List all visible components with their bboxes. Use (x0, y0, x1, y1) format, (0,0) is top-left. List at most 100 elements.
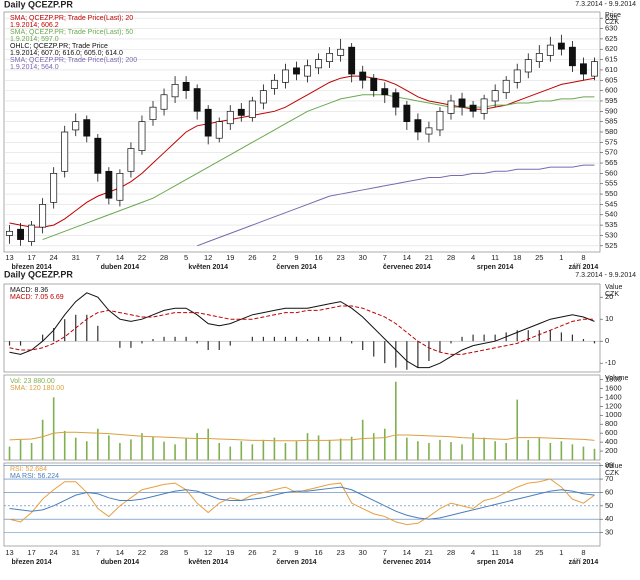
x-tick-label: 7 (96, 548, 100, 557)
y-tick-label: 1400 (605, 392, 622, 401)
candle-body (182, 81, 190, 91)
candle-body (591, 61, 598, 77)
x-tick-label: 13 (5, 253, 13, 262)
candle-body (160, 94, 168, 110)
volume-bar (52, 397, 55, 460)
y-tick-label: 620 (605, 44, 618, 53)
candle-body (491, 90, 499, 102)
candle-body (403, 104, 411, 123)
volume-bar (251, 444, 254, 460)
histogram-bar (351, 341, 353, 344)
histogram-bar (86, 314, 88, 342)
volume-bar (317, 435, 320, 460)
volume-bar (218, 443, 221, 460)
volume-bar (8, 446, 11, 460)
x-tick-label: 28 (447, 548, 455, 557)
histogram-bar (395, 341, 397, 368)
panel-frame (3, 462, 601, 547)
legend-entry: 1.9.2014; 564.0 (10, 64, 59, 71)
candle-body (535, 53, 543, 63)
x-tick-label: 8 (581, 253, 585, 262)
volume-bar (207, 428, 209, 460)
candle-body (392, 92, 400, 108)
x-tick-label: 9 (294, 548, 298, 557)
legend-entry: 1.9.2014; 607.0; 616.0; 605.0; 614.0 (10, 50, 123, 57)
histogram-bar (428, 341, 430, 361)
y-axis-unit: CZK (605, 19, 619, 26)
month-label: červen 2014 (276, 264, 316, 271)
histogram-bar (262, 336, 264, 342)
volume-bar (85, 441, 88, 460)
volume-bar (74, 437, 77, 460)
volume-bar (19, 439, 22, 460)
y-tick-label: 535 (605, 220, 618, 229)
y-tick-label: 525 (605, 241, 618, 250)
volume-bar (119, 443, 121, 460)
histogram-bar (472, 334, 474, 342)
histogram-bar (340, 336, 342, 342)
legend-entry: SMA; QCEZP.PR; Trade Price(Last); 50 (10, 29, 133, 36)
histogram-bar (229, 341, 231, 346)
volume-bar (174, 444, 176, 460)
histogram-bar (141, 341, 143, 344)
volume-bar (141, 433, 143, 460)
histogram-bar (461, 336, 463, 342)
legend-entry: MACD: 8.36 (10, 287, 48, 294)
candle-body (348, 46, 356, 75)
month-label: srpen 2014 (477, 559, 514, 566)
y-tick-label: 580 (605, 127, 618, 136)
y-tick-label: 0 (605, 336, 609, 345)
volume-bar (273, 437, 276, 460)
histogram-bar (362, 341, 364, 350)
y-tick-label: 10 (605, 314, 613, 323)
y-tick-label: 1800 (605, 374, 622, 383)
x-tick-label: 31 (72, 253, 80, 262)
histogram-bar (538, 330, 540, 342)
histogram-bar (185, 336, 187, 342)
y-tick-label: 555 (605, 179, 618, 188)
x-tick-label: 14 (116, 548, 124, 557)
histogram-bar (494, 334, 496, 342)
x-tick-label: 2 (272, 253, 276, 262)
candle-body (480, 98, 488, 114)
volume-bar (41, 419, 44, 460)
date-range: 7.3.2014 - 9.9.2014 (575, 1, 636, 8)
volume-bar (229, 446, 232, 460)
volume-bar (328, 439, 331, 460)
histogram-bar (328, 336, 331, 342)
x-tick-label: 22 (138, 253, 146, 262)
x-tick-label: 5 (184, 548, 188, 557)
y-tick-label: 540 (605, 210, 618, 219)
chart-title: Daily QCEZP.PR (4, 0, 73, 9)
month-label: duben 2014 (101, 264, 140, 271)
panel-frame (3, 374, 601, 461)
candle-body (546, 44, 554, 56)
volume-bar (108, 435, 110, 460)
volume-bar (339, 438, 342, 460)
x-tick-label: 28 (160, 253, 168, 262)
x-tick-label: 21 (425, 548, 433, 557)
histogram-bar (483, 334, 485, 342)
x-tick-label: 26 (248, 548, 256, 557)
volume-bar (163, 441, 165, 460)
candle-body (557, 42, 565, 50)
x-tick-label: 23 (336, 253, 344, 262)
volume-bar (494, 441, 496, 460)
y-tick-label: 570 (605, 148, 618, 157)
volume-bar (383, 428, 386, 460)
y-axis-unit: CZK (605, 291, 619, 298)
candle-body (502, 79, 510, 94)
y-tick-label: 400 (605, 437, 618, 446)
histogram-bar (284, 336, 287, 342)
volume-bar (152, 436, 154, 460)
volume-bar (240, 441, 243, 460)
histogram-bar (450, 341, 452, 344)
y-tick-label: 575 (605, 137, 618, 146)
histogram-bar (406, 341, 408, 370)
legend-entry: SMA: 120 180.00 (10, 385, 64, 392)
histogram-bar (119, 341, 121, 348)
y-tick-label: 585 (605, 117, 618, 126)
candle-body (304, 65, 311, 77)
candle-body (414, 119, 422, 133)
